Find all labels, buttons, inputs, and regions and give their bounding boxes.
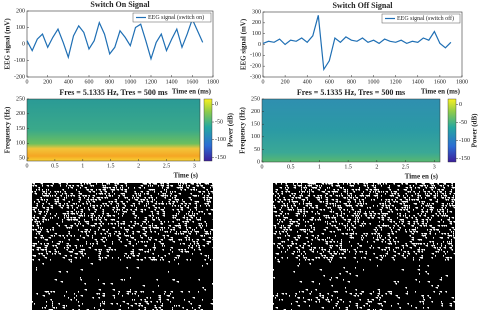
y-tick-label: -100 — [14, 58, 25, 64]
colorbar-label: Power (dB) — [471, 113, 479, 148]
colorbar-tick-label: -100 — [459, 138, 470, 144]
colorbar-tick-label: -150 — [215, 155, 226, 161]
x-tick-label: 0.5 — [51, 163, 59, 169]
binary-pixels — [273, 183, 456, 311]
chart-title: Switch On Signal — [90, 0, 150, 9]
y-tick-label: 150 — [251, 122, 260, 128]
x-axis-label: Time en (s) — [405, 173, 439, 181]
y-tick-label: 250 — [251, 96, 260, 102]
chart-title: Switch Off Signal — [332, 1, 393, 10]
x-tick-label: 600 — [325, 79, 334, 85]
y-tick-label: 200 — [16, 8, 25, 14]
y-tick-label: 100 — [16, 141, 25, 147]
x-tick-label: 0 — [26, 79, 29, 85]
x-tick-label: 1 — [318, 164, 321, 170]
chart-title: Fres = 5.1335 Hz, Tres = 500 ms — [59, 88, 167, 97]
y-tick-label: 150 — [16, 126, 25, 132]
y-axis-label: EEG signal (mV) — [240, 18, 248, 70]
y-tick-label: -300 — [250, 74, 261, 80]
x-tick-label: 2.5 — [402, 164, 410, 170]
y-tick-label: 0 — [257, 159, 260, 165]
y-tick-label: 50 — [19, 155, 25, 161]
legend-box — [132, 12, 212, 23]
spectrogram — [26, 98, 201, 162]
x-tick-label: 800 — [105, 79, 114, 85]
colorbar-tick-label: 0 — [215, 102, 218, 108]
legend-label: EEG signal (switch on) — [148, 14, 204, 21]
y-tick-label: 100 — [251, 134, 260, 140]
y-tick-label: 0 — [22, 41, 25, 47]
x-tick-label: 0 — [26, 163, 29, 169]
x-tick-label: 1 — [81, 163, 84, 169]
y-axis-label: Frequency (Hz) — [239, 106, 247, 153]
y-tick-label: 100 — [16, 25, 25, 31]
x-tick-label: 1200 — [390, 79, 402, 85]
x-tick-label: 1400 — [166, 79, 178, 85]
x-tick-label: 1400 — [412, 79, 424, 85]
y-tick-label: 200 — [251, 109, 260, 115]
x-tick-label: 200 — [43, 79, 52, 85]
y-tick-label: -100 — [250, 53, 261, 59]
colorbar-tick-label: -50 — [215, 119, 223, 125]
signal-line — [262, 15, 452, 72]
x-axis-label: Time en (ms) — [421, 88, 461, 96]
x-tick-label: 600 — [85, 79, 94, 85]
binary-pixels — [32, 183, 215, 311]
x-tick-label: 1600 — [186, 79, 198, 85]
x-tick-label: 0 — [262, 79, 265, 85]
colorbar — [203, 98, 213, 162]
colorbar — [447, 98, 457, 163]
y-axis-label: Frequency (Hz) — [4, 106, 12, 153]
y-tick-label: 200 — [16, 111, 25, 117]
spectrogram — [261, 98, 441, 163]
x-tick-label: 1.5 — [107, 163, 115, 169]
chart-title: Fres = 5.1335 Hz, Tres = 500 ms — [297, 88, 405, 97]
x-tick-label: 2 — [375, 164, 378, 170]
legend-box — [381, 13, 461, 24]
y-tick-label: 50 — [254, 147, 260, 153]
colorbar-tick-label: -100 — [215, 137, 226, 143]
y-tick-label: -200 — [14, 74, 25, 80]
legend-label: EEG signal (switch off) — [397, 15, 454, 22]
y-tick-label: 200 — [252, 20, 261, 26]
x-tick-label: 0 — [261, 164, 264, 170]
x-tick-label: 1800 — [456, 79, 468, 85]
x-tick-label: 1000 — [124, 79, 136, 85]
signal-line — [26, 17, 204, 61]
x-tick-label: 3 — [433, 164, 436, 170]
x-tick-label: 1000 — [368, 79, 380, 85]
x-tick-label: 400 — [64, 79, 73, 85]
x-tick-label: 800 — [347, 79, 356, 85]
x-tick-label: 200 — [281, 79, 290, 85]
x-tick-label: 2.5 — [163, 163, 171, 169]
colorbar-tick-label: 0 — [459, 102, 462, 108]
y-tick-label: -200 — [250, 64, 261, 70]
x-tick-label: 3 — [193, 163, 196, 169]
x-tick-label: 1800 — [207, 79, 219, 85]
x-tick-label: 1200 — [145, 79, 157, 85]
x-tick-label: 1.5 — [344, 164, 352, 170]
x-tick-label: 1600 — [434, 79, 446, 85]
x-tick-label: 400 — [303, 79, 312, 85]
y-tick-label: 300 — [252, 9, 261, 15]
x-tick-label: 2 — [137, 163, 140, 169]
y-tick-label: 100 — [252, 31, 261, 37]
y-tick-label: 0 — [258, 42, 261, 48]
colorbar-label: Power (dB) — [227, 112, 235, 147]
x-tick-label: 0.5 — [287, 164, 295, 170]
colorbar-tick-label: -50 — [459, 120, 467, 126]
x-axis-label: Time (s) — [173, 172, 198, 180]
y-axis-label: EEG signal (mV) — [4, 18, 12, 70]
y-tick-label: 250 — [16, 96, 25, 102]
x-axis-label: Time en (ms) — [172, 88, 212, 96]
colorbar-tick-label: -150 — [459, 156, 470, 162]
